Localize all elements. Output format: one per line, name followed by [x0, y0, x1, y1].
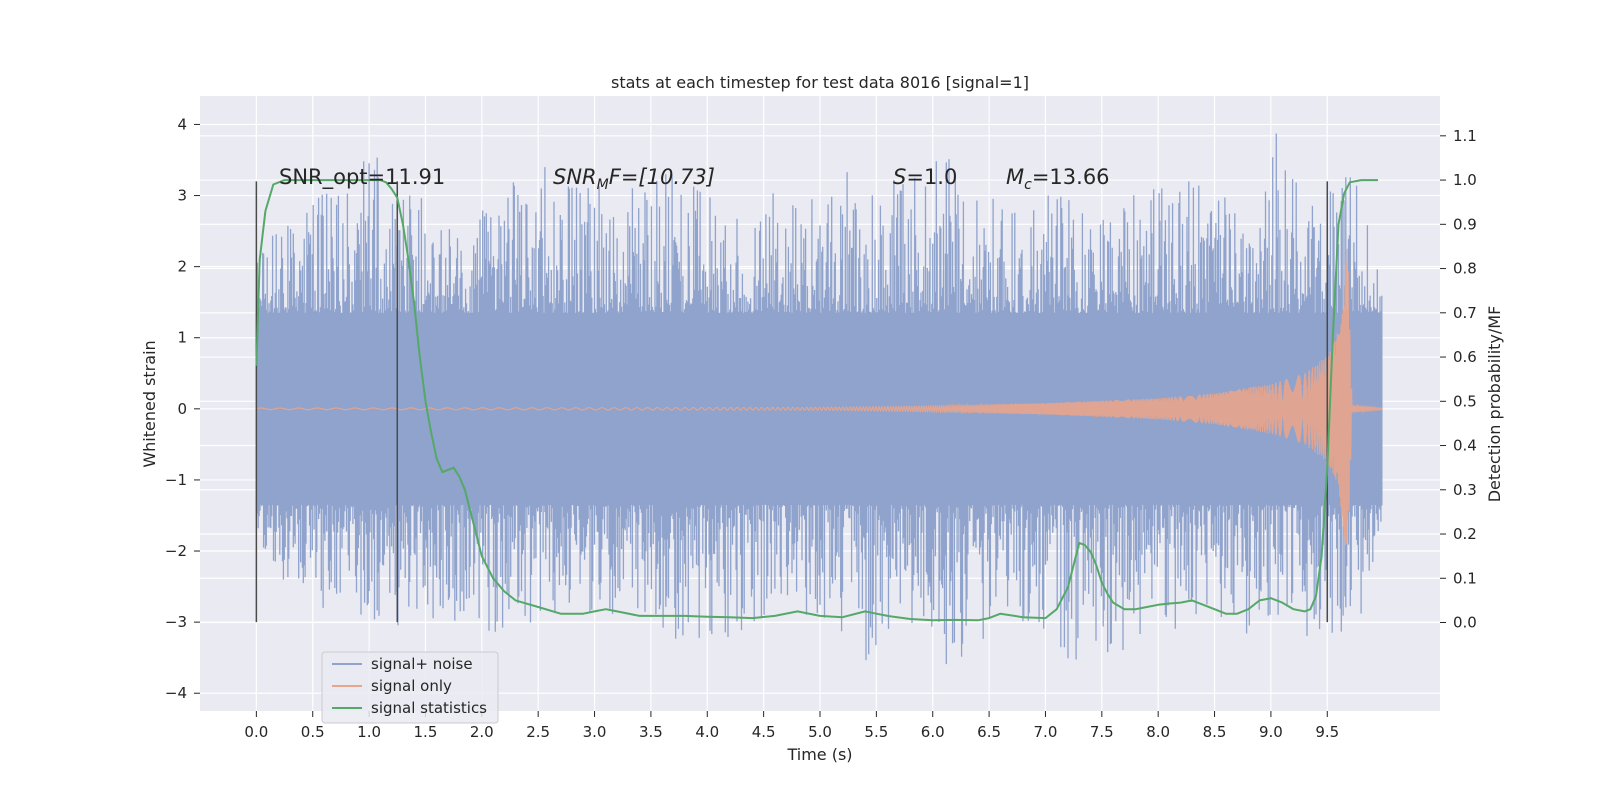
x-tick-label: 8.5 [1203, 723, 1227, 741]
x-tick-label: 2.5 [526, 723, 550, 741]
legend-label-signal-statistics: signal statistics [371, 699, 487, 717]
annotation-mc-base: M [1006, 165, 1024, 189]
y2-tick-label: 0.1 [1453, 569, 1477, 587]
y2-tick-label: 0.2 [1453, 525, 1477, 543]
y2-tick-label: 0.8 [1453, 260, 1477, 278]
statistics-line [255, 179, 1378, 622]
annotation-snr-mf-sub: M [597, 177, 609, 193]
y-tick-label: 2 [177, 258, 187, 276]
y2-tick-label: 0.4 [1453, 437, 1477, 455]
x-tick-label: 9.0 [1259, 723, 1283, 741]
x-tick-label: 3.0 [583, 723, 607, 741]
x-tick-label: 4.5 [752, 723, 776, 741]
x-tick-label: 5.5 [864, 723, 888, 741]
annotation-snr-opt: SNR_opt=11.91 [279, 165, 445, 190]
chart-title: stats at each timestep for test data 801… [611, 73, 1029, 92]
x-tick-label: 6.5 [977, 723, 1001, 741]
x-tick-label: 0.0 [244, 723, 268, 741]
x-axis-ticks: 0.0 0.5 1.0 1.5 2.0 2.5 3.0 3.5 4.0 4.5 5.0 5.5 6.0 6… [244, 711, 1339, 741]
x-tick-label: 8.0 [1146, 723, 1170, 741]
x-tick-label: 4.0 [695, 723, 719, 741]
y2-tick-label: 0.9 [1453, 215, 1477, 233]
y2-tick-label: 1.0 [1453, 171, 1477, 189]
x-tick-label: 6.0 [921, 723, 945, 741]
annotation-s: S=1.0 [893, 165, 957, 189]
x-tick-label: 7.5 [1090, 723, 1114, 741]
y-axis-label: Whitened strain [140, 340, 159, 467]
annotation-mc: Mc=13.66 [1006, 165, 1110, 193]
y-tick-label: 3 [177, 187, 187, 205]
x-tick-label: 9.5 [1315, 723, 1339, 741]
y2-axis-ticks: 0.0 0.1 0.2 0.3 0.4 0.5 0.6 0.7 0.8 0.9 1.0 1.1 [1440, 127, 1477, 632]
x-tick-label: 1.5 [414, 723, 438, 741]
x-tick-label: 3.5 [639, 723, 663, 741]
x-tick-label: 0.5 [301, 723, 325, 741]
y-tick-label: 1 [177, 329, 187, 347]
annotation-snr-mf: SNRMF=[10.73] [553, 165, 715, 193]
annotation-mc-rest: =13.66 [1032, 165, 1110, 189]
y-tick-label: 4 [177, 115, 187, 133]
annotation-mc-sub: c [1024, 177, 1032, 193]
x-tick-label: 2.0 [470, 723, 494, 741]
y-tick-label: −3 [165, 613, 187, 631]
y-tick-label: 0 [177, 400, 187, 418]
y2-tick-label: 0.0 [1453, 614, 1477, 632]
y2-tick-label: 0.7 [1453, 304, 1477, 322]
annotation-snr-mf-rest: F=[10.73] [609, 165, 715, 189]
y2-tick-label: 0.6 [1453, 348, 1477, 366]
annotation-snr-mf-base: SNR [553, 165, 597, 189]
y2-axis-label: Detection probability/MF [1485, 306, 1504, 503]
y2-tick-label: 1.1 [1453, 127, 1477, 145]
y2-tick-label: 0.3 [1453, 481, 1477, 499]
legend-box [321, 651, 499, 724]
y-axis-ticks: −4 −3 −2 −1 0 1 2 3 4 [165, 115, 200, 702]
signal-statistics-series [255, 179, 1378, 622]
y-tick-label: −1 [165, 471, 187, 489]
x-axis-label: Time (s) [786, 745, 852, 764]
vertical-markers [255, 181, 1329, 623]
legend-label-signal-only: signal only [371, 677, 452, 695]
annotation-s-rest: =1.0 [906, 165, 957, 189]
legend-label-signal-noise: signal+ noise [371, 655, 473, 673]
x-tick-label: 5.0 [808, 723, 832, 741]
signal-only-series [256, 248, 1383, 546]
annotation-s-italic: S [893, 165, 906, 189]
x-tick-label: 7.0 [1034, 723, 1058, 741]
y-tick-label: −2 [165, 542, 187, 560]
legend: signal+ noise signal only signal statist… [321, 651, 499, 724]
signal-trace [256, 248, 1383, 546]
y-tick-label: −4 [165, 684, 187, 702]
x-tick-label: 1.0 [357, 723, 381, 741]
y2-tick-label: 0.5 [1453, 392, 1477, 410]
